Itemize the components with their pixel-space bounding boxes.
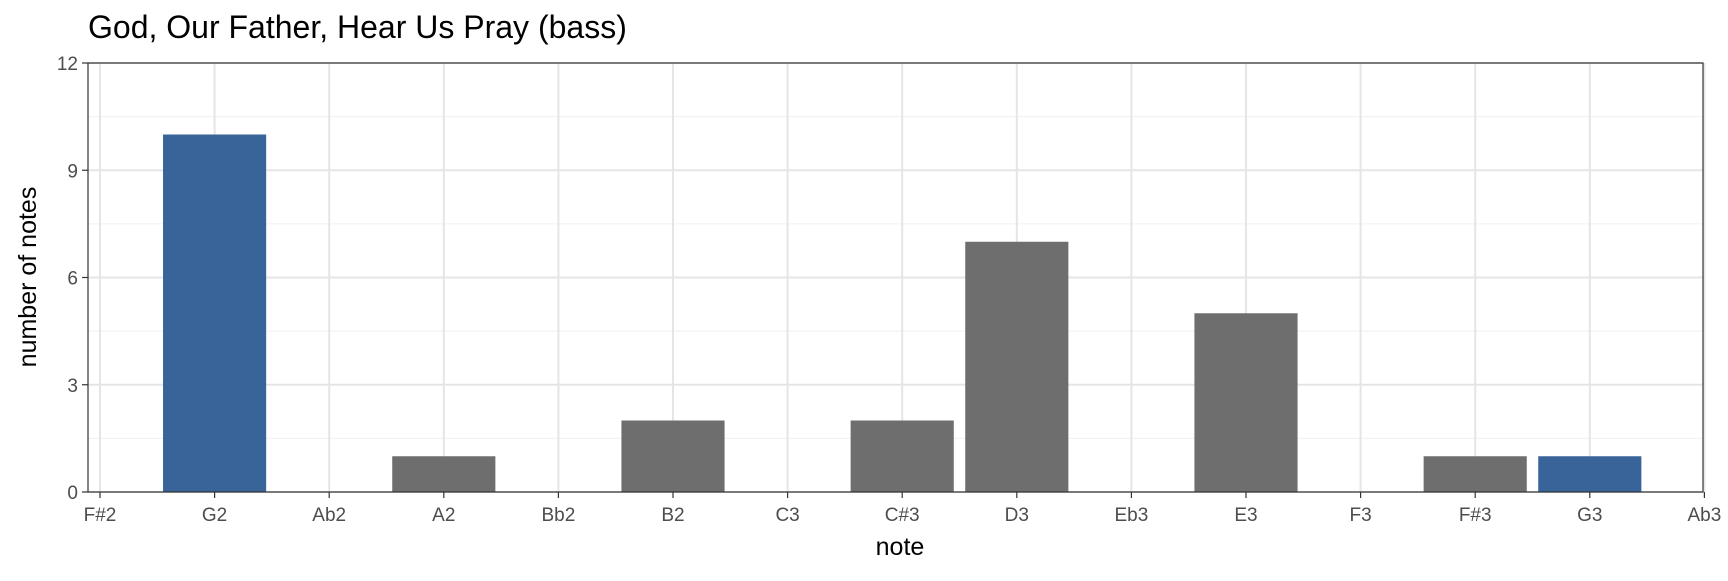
y-axis-title: number of notes bbox=[14, 187, 42, 368]
x-tick-label: D3 bbox=[1005, 505, 1029, 526]
x-tick-label: B2 bbox=[661, 505, 684, 526]
x-tick-label: E3 bbox=[1234, 505, 1257, 526]
x-tick-label: F#3 bbox=[1459, 505, 1492, 526]
x-axis: F#2 G2 Ab2 A2 Bb2 B2 C3 C#3 D3 Eb3 E3 F3 F#3 G3 Ab3 bbox=[84, 492, 1721, 526]
x-tick-label: A2 bbox=[432, 505, 455, 526]
x-tick-label: C3 bbox=[775, 505, 799, 526]
bar bbox=[1194, 313, 1298, 492]
x-tick-label: F3 bbox=[1350, 505, 1372, 526]
x-tick-label: Ab3 bbox=[1687, 505, 1721, 526]
x-tick-label: G3 bbox=[1577, 505, 1602, 526]
x-tick-label: F#2 bbox=[84, 505, 117, 526]
y-tick-label: 12 bbox=[57, 54, 78, 75]
bar bbox=[163, 134, 267, 492]
y-tick-label: 6 bbox=[67, 269, 78, 290]
y-axis: 0 3 6 9 12 bbox=[57, 54, 88, 504]
bar bbox=[392, 456, 496, 492]
x-tick-label: Eb3 bbox=[1114, 505, 1148, 526]
bar bbox=[621, 420, 725, 492]
bar bbox=[965, 241, 1069, 492]
y-tick-label: 3 bbox=[67, 376, 78, 397]
bar bbox=[850, 420, 954, 492]
bars bbox=[163, 134, 1642, 492]
chart-title: God, Our Father, Hear Us Pray (bass) bbox=[88, 9, 627, 45]
x-tick-label: C#3 bbox=[885, 505, 920, 526]
bar bbox=[1538, 456, 1642, 492]
x-axis-title: note bbox=[876, 533, 925, 561]
y-tick-label: 9 bbox=[67, 161, 78, 182]
x-tick-label: Bb2 bbox=[541, 505, 575, 526]
x-tick-label: Ab2 bbox=[312, 505, 346, 526]
y-tick-label: 0 bbox=[67, 483, 78, 504]
x-tick-label: G2 bbox=[202, 505, 227, 526]
bar bbox=[1423, 456, 1527, 492]
